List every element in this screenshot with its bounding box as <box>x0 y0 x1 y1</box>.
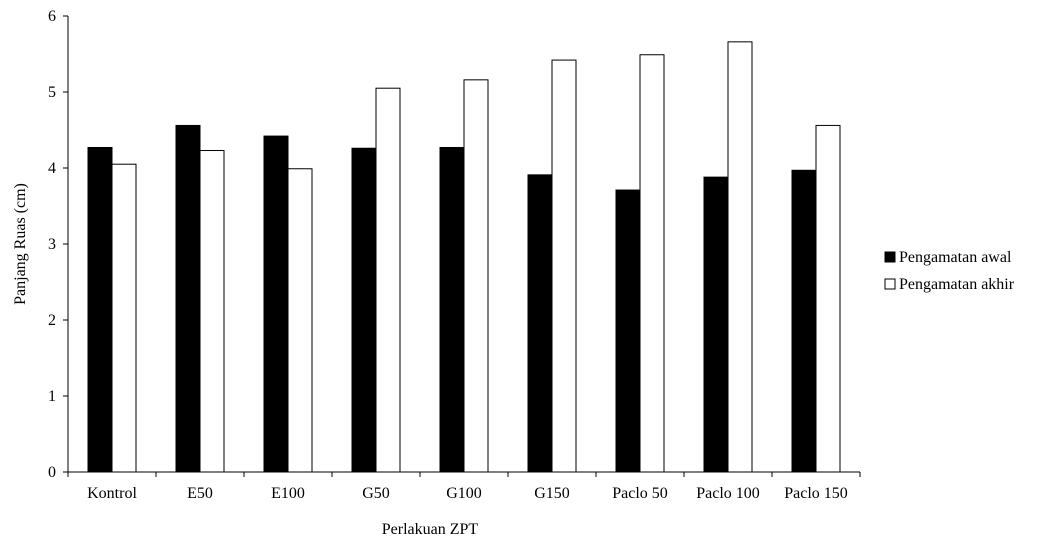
x-axis-title: Perlakuan ZPT <box>382 521 479 538</box>
x-tick-label: E50 <box>187 485 213 502</box>
legend-swatch <box>884 251 896 263</box>
legend: Pengamatan awal Pengamatan akhir <box>884 249 1015 293</box>
bar-pengamatan-akhir <box>375 87 401 473</box>
bar-pengamatan-awal <box>175 124 201 473</box>
bar-pengamatan-akhir <box>815 124 841 473</box>
bar-pengamatan-akhir <box>639 54 665 473</box>
x-tick-label: Paclo 150 <box>784 485 848 502</box>
bar-pengamatan-awal <box>351 147 377 473</box>
legend-swatch <box>884 278 896 290</box>
bar-pengamatan-awal <box>615 189 641 473</box>
bar-pengamatan-awal <box>527 174 553 473</box>
bar-pengamatan-awal <box>703 176 729 473</box>
plot-area: 0 1 2 3 4 5 6 Kontrol E50 E100 G50 G100 G150 Paclo 50… <box>48 8 861 502</box>
x-tick-label: G150 <box>534 485 570 502</box>
x-tick-label: G100 <box>446 485 482 502</box>
bar-pengamatan-akhir <box>463 79 489 473</box>
bar-pengamatan-akhir <box>111 163 137 473</box>
x-tick-label: Kontrol <box>87 485 137 502</box>
bar-pengamatan-akhir <box>727 41 753 473</box>
y-tick-label: 5 <box>48 84 56 101</box>
bar-pengamatan-awal <box>791 169 817 473</box>
y-tick-label: 3 <box>48 236 56 253</box>
y-axis-title: Panjang Ruas (cm) <box>12 183 29 305</box>
y-tick-label: 1 <box>48 388 56 405</box>
bar-pengamatan-awal <box>439 146 465 473</box>
y-tick-label: 2 <box>48 312 56 329</box>
bar-pengamatan-awal <box>87 146 113 473</box>
legend-label: Pengamatan awal <box>899 249 1012 266</box>
x-tick-label: Paclo 50 <box>612 485 668 502</box>
x-tick-label: E100 <box>271 485 305 502</box>
legend-label: Pengamatan akhir <box>899 276 1015 293</box>
bar-pengamatan-akhir <box>551 59 577 473</box>
x-tick-label: G50 <box>362 485 390 502</box>
y-tick-label: 0 <box>48 464 56 481</box>
y-tick-label: 6 <box>48 8 56 25</box>
bar-pengamatan-akhir <box>287 168 313 473</box>
y-tick-label: 4 <box>48 160 56 177</box>
bar-pengamatan-awal <box>263 135 289 473</box>
x-tick-label: Paclo 100 <box>696 485 760 502</box>
bar-pengamatan-akhir <box>199 150 225 473</box>
